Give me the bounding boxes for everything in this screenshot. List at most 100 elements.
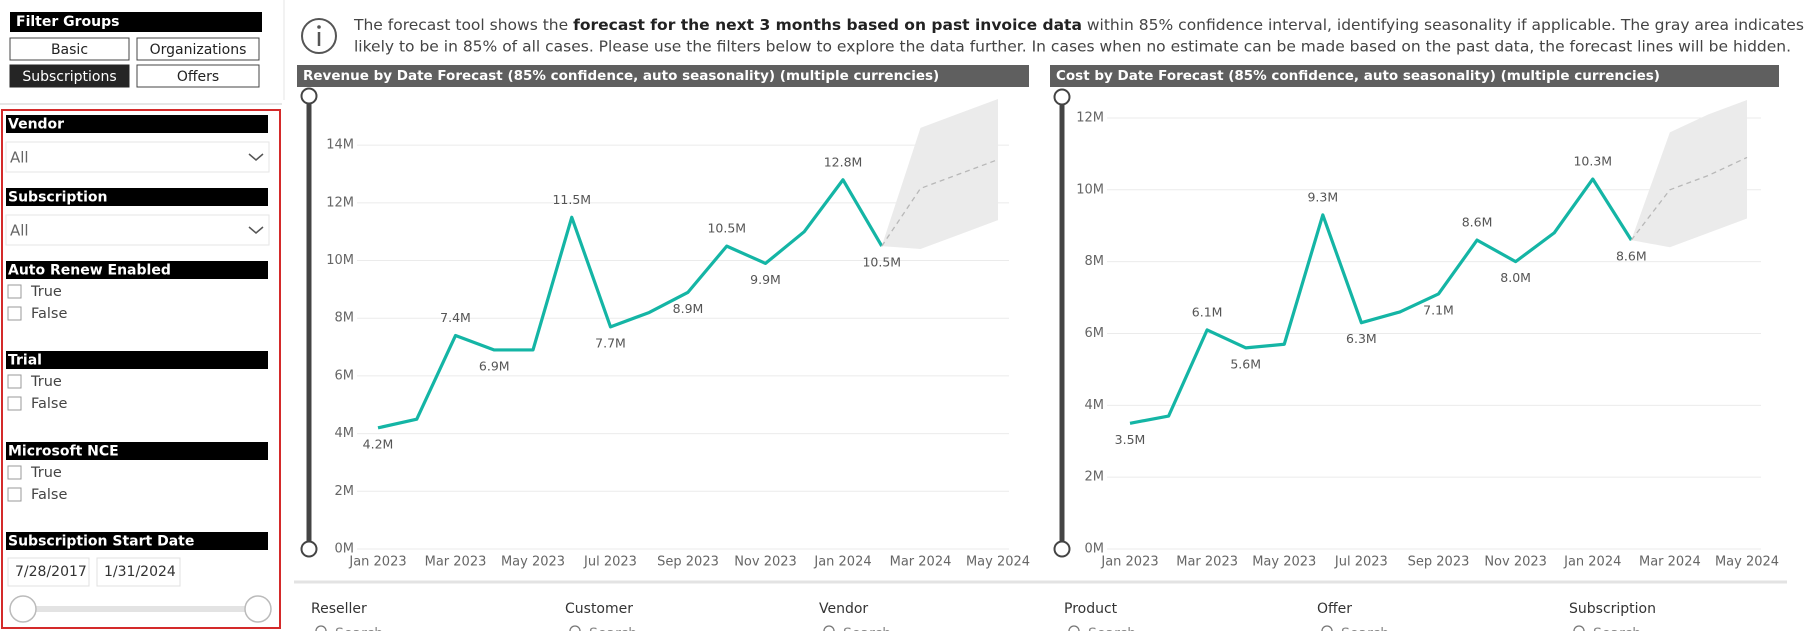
button-background [9, 64, 130, 88]
checkbox [7, 306, 22, 321]
info-text-segment: forecast for the next 3 months based on … [573, 16, 1082, 34]
range-slider-handle[interactable] [300, 540, 318, 558]
data-label: 12.8M [824, 154, 863, 169]
button-background [9, 37, 130, 61]
dropdown-value: All [10, 222, 29, 240]
data-line [377, 178, 884, 430]
search-icon [823, 625, 835, 631]
filter-title: Trial [8, 353, 42, 369]
y-tick-label: 0M [335, 542, 355, 557]
search-placeholder[interactable]: Search [843, 626, 891, 631]
data-label: 9.9M [750, 272, 781, 287]
filter-header [6, 532, 268, 550]
dropdown[interactable]: All [5, 214, 270, 246]
y-tick-label: 4M [335, 426, 355, 441]
x-tick-label: Jan 2023 [1100, 555, 1158, 570]
data-label: 6.3M [1346, 331, 1377, 346]
slicer-title: Vendor [819, 601, 868, 617]
search-placeholder[interactable]: Search [335, 626, 383, 631]
checkbox-option[interactable]: False [7, 396, 67, 412]
y-tick-label: 10M [326, 253, 354, 268]
info-icon [301, 18, 337, 54]
filter-title: Vendor [8, 117, 64, 133]
dropdown-box [5, 214, 270, 246]
x-tick-label: Jan 2023 [348, 555, 406, 570]
range-slider-handle[interactable] [1053, 540, 1071, 558]
data-label: 8.6M [1616, 249, 1647, 264]
x-tick-label: Jul 2023 [1334, 555, 1388, 570]
data-label: 8.6M [1462, 215, 1493, 230]
checkbox-option[interactable]: True [7, 374, 62, 390]
range-slider-handle[interactable] [244, 595, 272, 623]
filter-group-button[interactable]: Organizations [136, 37, 260, 61]
x-tick-label: Jan 2024 [813, 555, 871, 570]
data-label: 10.3M [1573, 154, 1612, 169]
range-slider-handle[interactable] [300, 87, 318, 105]
date-input[interactable] [7, 557, 90, 587]
search-icon [569, 625, 581, 631]
data-label: 5.6M [1230, 356, 1261, 371]
checkbox-label: False [31, 396, 67, 412]
y-tick-label: 12M [326, 195, 354, 210]
slicer-title: Product [1064, 601, 1118, 617]
filter-groups-header [10, 12, 262, 32]
x-tick-label: Nov 2023 [734, 555, 797, 570]
filter-title: Auto Renew Enabled [8, 263, 171, 279]
button-background [136, 37, 260, 61]
range-slider-handle[interactable] [1053, 88, 1071, 106]
x-tick-label: May 2024 [966, 555, 1030, 570]
slicer-title: Subscription [1569, 601, 1656, 617]
x-tick-label: May 2023 [501, 555, 565, 570]
slicer-title: Reseller [311, 601, 367, 617]
range-slider-handle[interactable] [9, 595, 37, 623]
filter-title: Microsoft NCE [8, 444, 119, 460]
checkbox-option[interactable]: False [7, 306, 67, 322]
search-placeholder[interactable]: Search [1088, 626, 1136, 631]
filter-group-button[interactable]: Offers [136, 64, 260, 88]
x-tick-label: May 2023 [1252, 555, 1316, 570]
slicer-title: Customer [565, 601, 633, 617]
info-text-line: The forecast tool shows the forecast for… [353, 16, 1808, 34]
chart-title: Revenue by Date Forecast (85% confidence… [303, 68, 939, 84]
checkbox [7, 465, 22, 480]
search-placeholder[interactable]: Search [1341, 626, 1389, 631]
x-tick-label: Sep 2023 [1408, 555, 1470, 570]
dropdown-chevron [248, 226, 264, 234]
data-label: 8.9M [673, 301, 704, 316]
x-tick-label: Mar 2024 [890, 555, 952, 570]
button-label[interactable]: Organizations [150, 42, 247, 58]
dropdown[interactable]: All [5, 141, 270, 173]
date-input[interactable] [96, 557, 181, 587]
filter-panel-outline [1, 109, 281, 629]
checkbox-option[interactable]: True [7, 284, 62, 300]
checkbox-label: True [30, 284, 62, 300]
data-label: 7.7M [595, 335, 626, 350]
filter-header [6, 188, 268, 206]
chart-title: Cost by Date Forecast (85% confidence, a… [1056, 68, 1660, 84]
y-tick-label: 12M [1076, 110, 1104, 125]
filter-group-button[interactable]: Subscriptions [9, 64, 130, 88]
checkbox-label: True [30, 465, 62, 481]
button-label[interactable]: Basic [51, 42, 88, 58]
y-tick-label: 6M [335, 368, 355, 383]
button-label[interactable]: Offers [177, 69, 219, 85]
data-label: 4.2M [363, 436, 394, 451]
button-label[interactable]: Subscriptions [22, 69, 116, 85]
chart-header [1050, 65, 1779, 87]
y-tick-label: 2M [335, 484, 355, 499]
y-tick-label: 6M [1085, 326, 1105, 341]
filter-groups-title: Filter Groups [16, 14, 119, 30]
checkbox-option[interactable]: False [7, 487, 67, 503]
search-placeholder[interactable]: Search [589, 626, 637, 631]
checkbox-label: False [31, 487, 67, 503]
data-label: 6.9M [479, 358, 510, 373]
confidence-band [1631, 100, 1747, 248]
search-placeholder[interactable]: Search [1593, 626, 1641, 631]
slicer-title: Offer [1317, 601, 1352, 617]
checkbox-option[interactable]: True [7, 465, 62, 481]
data-label: 6.1M [1192, 304, 1223, 319]
checkbox-label: True [30, 374, 62, 390]
filter-group-button[interactable]: Basic [9, 37, 130, 61]
